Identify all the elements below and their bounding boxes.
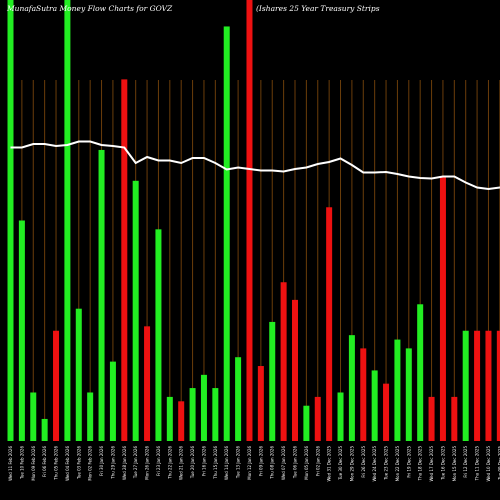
x-tick-label: Mon 05 Jan 2026 (304, 446, 309, 480)
bar-down (246, 0, 253, 441)
x-tick-label: Mon 29 Dec 2025 (349, 446, 354, 482)
x-tick-label: Wed 28 Jan 2026 (122, 446, 127, 480)
bar-up (417, 304, 424, 441)
bar-up (212, 388, 219, 441)
x-tick-label: Tue 10 Feb 2026 (19, 446, 24, 480)
x-tick-label: Wed 07 Jan 2026 (281, 446, 286, 480)
bar-up (269, 321, 276, 441)
x-tick-label: Wed 10 Dec 2025 (486, 446, 491, 482)
bar-down (496, 330, 500, 441)
x-tick-label: Thu 11 Dec 2025 (475, 446, 480, 482)
chart-subtitle: (Ishares 25 Year Treasury Strips (256, 4, 380, 13)
x-tick-label: Tue 27 Jan 2026 (133, 446, 138, 480)
bar-up (75, 308, 82, 441)
bar-down (439, 176, 446, 441)
x-tick-label: Tue 03 Feb 2026 (76, 446, 81, 480)
x-tick-label: Wed 14 Jan 2026 (224, 446, 229, 480)
bar-down (53, 330, 60, 441)
bar-down (383, 383, 390, 441)
x-tick-label: Wed 21 Jan 2026 (179, 446, 184, 480)
bar-up (303, 405, 310, 441)
price-line (10, 140, 500, 191)
x-tick-label: Tue 09 Dec 2025 (497, 446, 500, 481)
bar-up (223, 26, 230, 442)
x-tick-label: Mon 09 Feb 2026 (31, 446, 36, 481)
bar-up (337, 392, 344, 441)
bar-down (360, 348, 367, 441)
x-tick-label: Thu 18 Dec 2025 (418, 446, 423, 482)
x-tick-label: Tue 13 Jan 2026 (236, 446, 241, 480)
x-tick-label: Fri 09 Jan 2026 (258, 446, 263, 476)
x-tick-label: Wed 31 Dec 2025 (327, 446, 332, 482)
x-tick-label: Mon 22 Dec 2025 (395, 446, 400, 482)
bar-up (200, 374, 207, 441)
x-tick-label: Fri 30 Jan 2026 (99, 446, 104, 476)
x-tick-label: Tue 16 Dec 2025 (440, 446, 445, 481)
x-tick-label: Fri 06 Feb 2026 (42, 446, 47, 477)
x-tick-label: Wed 24 Dec 2025 (372, 446, 377, 482)
bar-up (98, 149, 105, 441)
bar-up (132, 180, 139, 441)
chart-title: MunafaSutra Money Flow Charts for GOVZ (6, 4, 173, 13)
bar-down (326, 207, 333, 441)
x-tick-label: Mon 02 Feb 2026 (88, 446, 93, 481)
bar-down (428, 396, 435, 441)
bar-up (7, 0, 14, 441)
x-tick-label: Tue 30 Dec 2025 (338, 446, 343, 481)
bar-down (451, 396, 458, 441)
bar-up (189, 388, 196, 441)
x-tick-label: Fri 19 Dec 2025 (406, 446, 411, 478)
bar-up (109, 361, 116, 441)
bar-up (155, 229, 162, 441)
x-tick-label: Tue 20 Jan 2026 (190, 446, 195, 480)
bar-up (394, 339, 401, 441)
bar-down (314, 396, 321, 441)
x-tick-label: Fri 16 Jan 2026 (201, 446, 206, 476)
x-tick-labels: Wed 11 Feb 2026 Tue 10 Feb 2026 Mon 09 Feb… (8, 446, 500, 482)
x-tick-label: Tue 23 Dec 2025 (384, 446, 389, 481)
bar-down (178, 401, 185, 441)
bar-up (235, 357, 242, 441)
bar-up (87, 392, 94, 441)
x-tick-label: Fri 26 Dec 2025 (361, 446, 366, 478)
x-tick-label: Wed 17 Dec 2025 (429, 446, 434, 482)
bar-down (121, 79, 128, 441)
x-tick-label: Thu 15 Jan 2026 (213, 446, 218, 480)
bar-up (405, 348, 412, 441)
bar-down (485, 330, 492, 441)
x-tick-label: Wed 11 Feb 2026 (8, 446, 13, 481)
bar-up (30, 392, 37, 441)
bar-down (280, 282, 287, 441)
x-tick-label: Mon 12 Jan 2026 (247, 446, 252, 480)
bar-up (371, 370, 378, 441)
bar-up (41, 418, 48, 441)
x-tick-label: Fri 02 Jan 2026 (315, 446, 320, 476)
bar-down (292, 299, 298, 441)
bar-up (166, 396, 173, 441)
x-tick-label: Wed 04 Feb 2026 (65, 446, 70, 481)
x-tick-label: Thu 05 Feb 2026 (54, 446, 59, 481)
x-tick-label: Thu 22 Jan 2026 (167, 446, 172, 480)
x-tick-label: Tue 06 Jan 2026 (293, 446, 298, 480)
x-tick-label: Fri 12 Dec 2025 (463, 446, 468, 478)
x-tick-label: Mon 26 Jan 2026 (145, 446, 150, 480)
bar-down (144, 326, 151, 441)
bar-up (18, 220, 25, 441)
money-flow-bars (7, 0, 500, 442)
x-tick-label: Mon 15 Dec 2025 (452, 446, 457, 482)
x-tick-label: Thu 29 Jan 2026 (110, 446, 115, 480)
x-tick-label: Fri 23 Jan 2026 (156, 446, 161, 476)
bar-down (474, 330, 481, 441)
bar-up (462, 330, 469, 441)
bar-up (64, 0, 71, 441)
x-tick-label: Thu 08 Jan 2026 (270, 446, 275, 480)
bar-down (257, 366, 264, 441)
bar-up (348, 335, 355, 441)
